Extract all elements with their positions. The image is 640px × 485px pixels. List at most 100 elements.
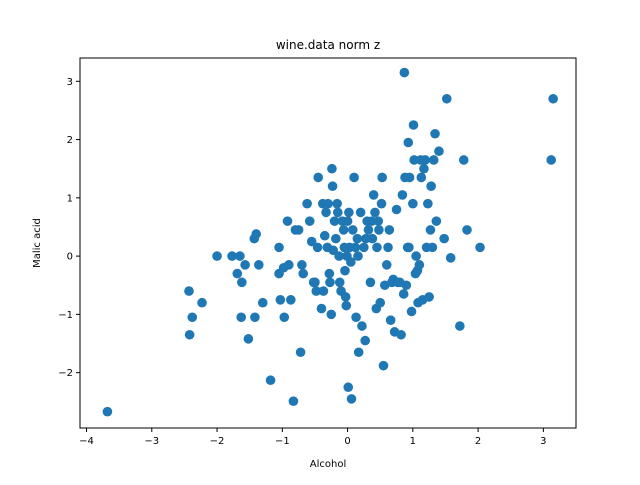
data-point (346, 257, 356, 267)
data-point (408, 198, 418, 209)
data-point (375, 297, 386, 308)
data-point (237, 277, 247, 288)
data-point (359, 242, 369, 253)
y-tick-label: 0 (67, 252, 73, 263)
y-axis-label: Malic acid (32, 218, 43, 268)
data-point (396, 329, 406, 340)
x-axis-ticks: −4 −3 −2 −1 0 1 2 3 (79, 428, 547, 447)
data-point (343, 382, 354, 393)
data-point (353, 347, 364, 358)
data-point (428, 155, 439, 165)
data-point (346, 394, 357, 404)
data-point (455, 321, 465, 331)
data-point (355, 207, 366, 218)
data-point (416, 172, 427, 183)
data-point (546, 155, 556, 165)
x-tick-label: −4 (79, 436, 94, 447)
y-tick-label: 3 (67, 77, 73, 88)
data-point (370, 207, 380, 218)
data-point (302, 198, 312, 209)
data-point (379, 280, 390, 291)
data-point (430, 128, 440, 139)
data-point (282, 216, 293, 226)
data-point (374, 225, 384, 235)
data-point (373, 216, 384, 226)
data-point (265, 375, 276, 386)
data-point (360, 335, 371, 346)
data-point (431, 216, 442, 226)
x-tick-label: −3 (144, 436, 159, 447)
data-point (334, 251, 344, 261)
data-point (367, 233, 378, 244)
x-tick-label: −2 (210, 436, 225, 447)
data-point (414, 260, 425, 270)
data-point (397, 190, 408, 200)
y-tick-label: −2 (58, 368, 73, 379)
data-point (295, 347, 306, 358)
data-point (197, 297, 207, 308)
data-point (274, 242, 284, 253)
data-point (344, 207, 354, 218)
data-point (279, 312, 290, 323)
data-point (332, 207, 343, 218)
data-point (306, 236, 317, 247)
data-point (377, 172, 387, 183)
data-point (275, 295, 286, 305)
data-point (385, 315, 396, 326)
data-point (427, 242, 438, 253)
data-point (318, 286, 329, 296)
data-point (445, 253, 456, 263)
data-point (311, 286, 322, 296)
data-point (439, 233, 449, 244)
data-point (235, 251, 245, 261)
data-point (406, 306, 417, 317)
data-point (284, 260, 294, 270)
data-point (349, 172, 359, 183)
data-point (184, 329, 195, 340)
data-point (332, 198, 342, 209)
data-point (184, 286, 194, 296)
data-point (408, 120, 419, 130)
data-point (243, 334, 254, 344)
chart-title: wine.data norm z (276, 38, 380, 52)
data-point (434, 146, 444, 157)
data-point (372, 242, 382, 253)
data-points (102, 67, 558, 417)
data-point (352, 233, 363, 244)
data-point (462, 225, 472, 235)
data-point (251, 229, 262, 239)
data-point (324, 268, 335, 279)
data-point (424, 292, 434, 302)
data-point (321, 207, 331, 218)
data-point (426, 181, 436, 191)
x-axis-label: Alcohol (310, 459, 346, 470)
data-point (341, 300, 352, 311)
x-tick-label: 3 (540, 436, 546, 447)
data-point (297, 260, 307, 270)
data-point (419, 163, 429, 174)
data-point (102, 406, 113, 417)
data-point (326, 309, 337, 320)
data-point (304, 216, 315, 226)
data-point (319, 230, 330, 241)
data-point (334, 277, 345, 288)
data-point (384, 225, 395, 235)
data-point (404, 172, 415, 183)
data-point (351, 312, 361, 323)
data-point (376, 198, 387, 209)
data-point (240, 260, 250, 270)
data-point (353, 251, 363, 261)
y-tick-label: 2 (67, 135, 73, 146)
data-point (404, 242, 414, 253)
data-point (368, 190, 379, 200)
data-point (342, 216, 353, 226)
data-point (363, 225, 374, 235)
data-point (257, 297, 268, 308)
data-point (293, 225, 304, 235)
data-point (378, 360, 389, 371)
data-point (365, 277, 376, 288)
data-point (254, 260, 264, 270)
data-point (423, 198, 433, 209)
